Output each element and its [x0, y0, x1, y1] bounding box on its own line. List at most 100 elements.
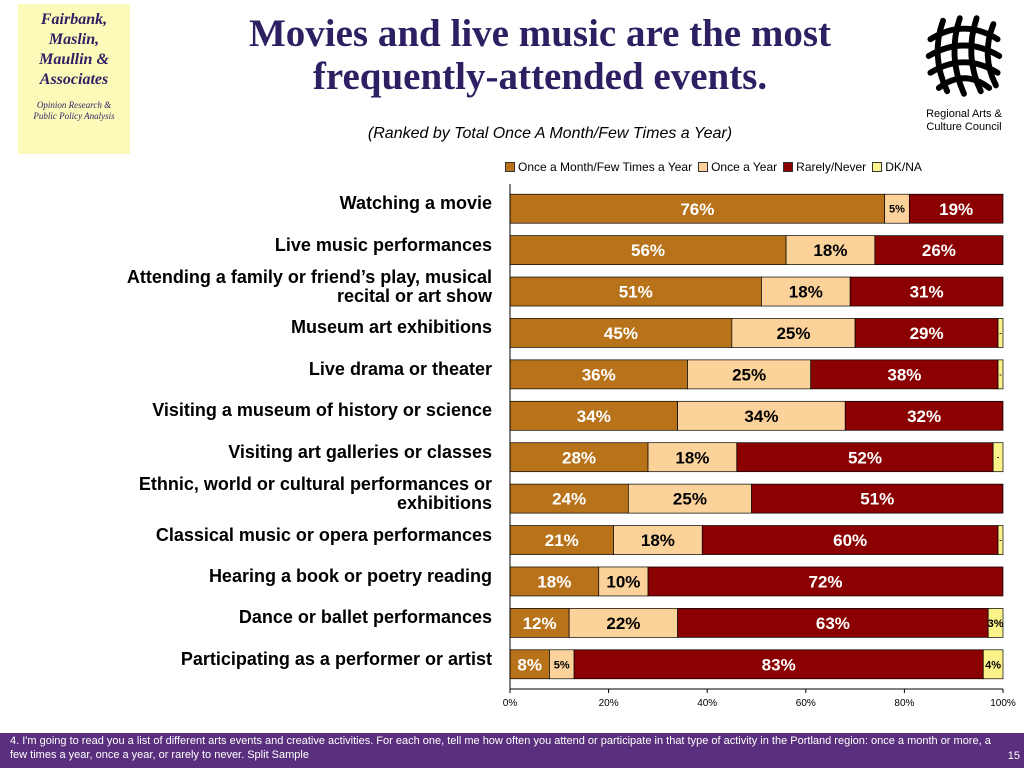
category-label-line: Classical music or opera performances [155, 524, 492, 545]
category-label-line: Dance or ballet performances [238, 607, 492, 628]
data-label: 83% [762, 655, 796, 674]
category-label: Participating as a performer or artist [180, 648, 492, 669]
bar-segment [509, 483, 629, 514]
data-label: 34% [744, 407, 778, 426]
category-label-line: Participating as a performer or artist [180, 648, 492, 669]
data-label: 25% [776, 324, 810, 343]
data-label: 18% [789, 283, 823, 302]
data-label: 19% [939, 200, 973, 219]
category-label-line: Attending a family or friend’s play, mus… [126, 266, 492, 287]
data-label: 63% [816, 614, 850, 633]
partner-name-line: Culture Council [926, 121, 1002, 133]
category-label: Museum art exhibitions [291, 318, 492, 337]
data-label: 38% [887, 365, 921, 384]
bar-segment [844, 400, 1004, 431]
bar-segment [509, 193, 886, 224]
category-label: Watching a movie [340, 194, 492, 213]
legend-item: Rarely/Never [783, 160, 866, 174]
data-label: 51% [619, 283, 653, 302]
bar-segment [627, 483, 752, 514]
bar-segment [509, 400, 678, 431]
category-label: Attending a family or friend’s play, mus… [126, 266, 492, 306]
x-tick-label: 0% [503, 698, 518, 709]
legend-item: DK/NA [872, 160, 922, 174]
legend-swatch [783, 162, 794, 172]
legend-item: Once a Year [698, 160, 777, 174]
data-label: 10% [606, 573, 640, 592]
footer-band [0, 733, 1024, 768]
data-label: 26% [922, 241, 956, 260]
bar-segment [647, 566, 1004, 597]
slide-title-line: Movies and live music are the most [248, 12, 832, 55]
data-label: 60% [833, 531, 867, 550]
firm-logo-box: Fairbank, Maslin, Maullin & Associates O… [18, 4, 130, 154]
category-label-line: Live drama or theater [308, 358, 492, 379]
bar-segment [677, 608, 989, 638]
data-label: - [999, 330, 1002, 337]
bar-segment [731, 318, 856, 348]
data-label: 45% [604, 324, 638, 343]
data-label: 18% [813, 241, 847, 260]
question-note: 4. I'm going to read you a list of diffe… [10, 735, 991, 761]
category-label-line: Ethnic, world or cultural performances o… [138, 473, 492, 494]
legend-swatch [505, 162, 515, 172]
legend-label: Rarely/Never [796, 160, 867, 174]
chart-legend: Once a Month/Few Times a Year Once a Yea… [505, 160, 922, 174]
bar-segment [573, 649, 984, 680]
data-label: 12% [523, 614, 557, 633]
bar-segment [736, 442, 994, 473]
data-label: 25% [732, 365, 766, 384]
data-label: - [997, 455, 1000, 462]
firm-name-line: Maullin & [39, 51, 109, 68]
data-label: 21% [545, 531, 579, 550]
firm-tagline: Opinion Research & Public Policy Analysi… [18, 100, 130, 122]
category-label-line: recital or art show [336, 285, 492, 306]
bar-segment [761, 276, 851, 307]
firm-tagline-line: Opinion Research & [36, 100, 112, 110]
bar-segment [997, 318, 1004, 348]
data-label: 22% [606, 614, 640, 633]
data-label: 29% [910, 324, 944, 343]
data-label: 28% [562, 448, 596, 467]
bar-segment [509, 649, 550, 680]
x-tick-label: 40% [697, 698, 717, 709]
x-tick-label: 100% [990, 698, 1016, 709]
data-label: 8% [517, 655, 542, 674]
data-label: 3% [988, 618, 1004, 630]
data-label: 56% [631, 241, 665, 260]
category-label-line: Visiting a museum of history or science [152, 400, 492, 421]
data-label: 5% [889, 204, 905, 216]
bar-segment [849, 276, 1004, 307]
data-label: 31% [910, 283, 944, 302]
category-label-line: Live music performances [274, 234, 492, 255]
slide-subtitle: (Ranked by Total Once A Month/Few Times … [367, 125, 733, 142]
legend-label: DK/NA [885, 160, 922, 174]
category-label: Live drama or theater [308, 358, 492, 379]
bar-segment [509, 276, 762, 307]
bar-segment [509, 566, 600, 597]
data-label: - [999, 538, 1002, 545]
category-label-line: Museum art exhibitions [290, 317, 492, 338]
x-tick-label: 60% [796, 698, 816, 709]
bar-segment [549, 649, 575, 680]
data-label: 76% [680, 200, 714, 219]
bar-segment [509, 525, 614, 555]
firm-tagline-line: Public Policy Analysis [33, 111, 115, 121]
category-label: Live music performances [274, 234, 492, 255]
bar-segment [701, 525, 999, 555]
data-label: 36% [582, 365, 616, 384]
category-label: Dance or ballet performances [239, 608, 492, 627]
bar-segment [874, 235, 1004, 265]
category-label-line: Hearing a book or poetry reading [208, 565, 492, 586]
bar-segment [751, 483, 1004, 514]
data-label: 18% [537, 573, 571, 592]
bar-segment [509, 442, 649, 473]
data-label: 72% [809, 573, 843, 592]
firm-name-line: Fairbank, [40, 11, 108, 28]
legend-item: Once a Month/Few Times a Year [505, 160, 692, 174]
data-label: 24% [552, 490, 586, 509]
firm-name-line: Associates [39, 71, 109, 88]
category-label-line: Visiting art galleries or classes [228, 441, 492, 462]
page-number: 15 [1007, 750, 1020, 762]
data-label: 4% [985, 659, 1001, 671]
